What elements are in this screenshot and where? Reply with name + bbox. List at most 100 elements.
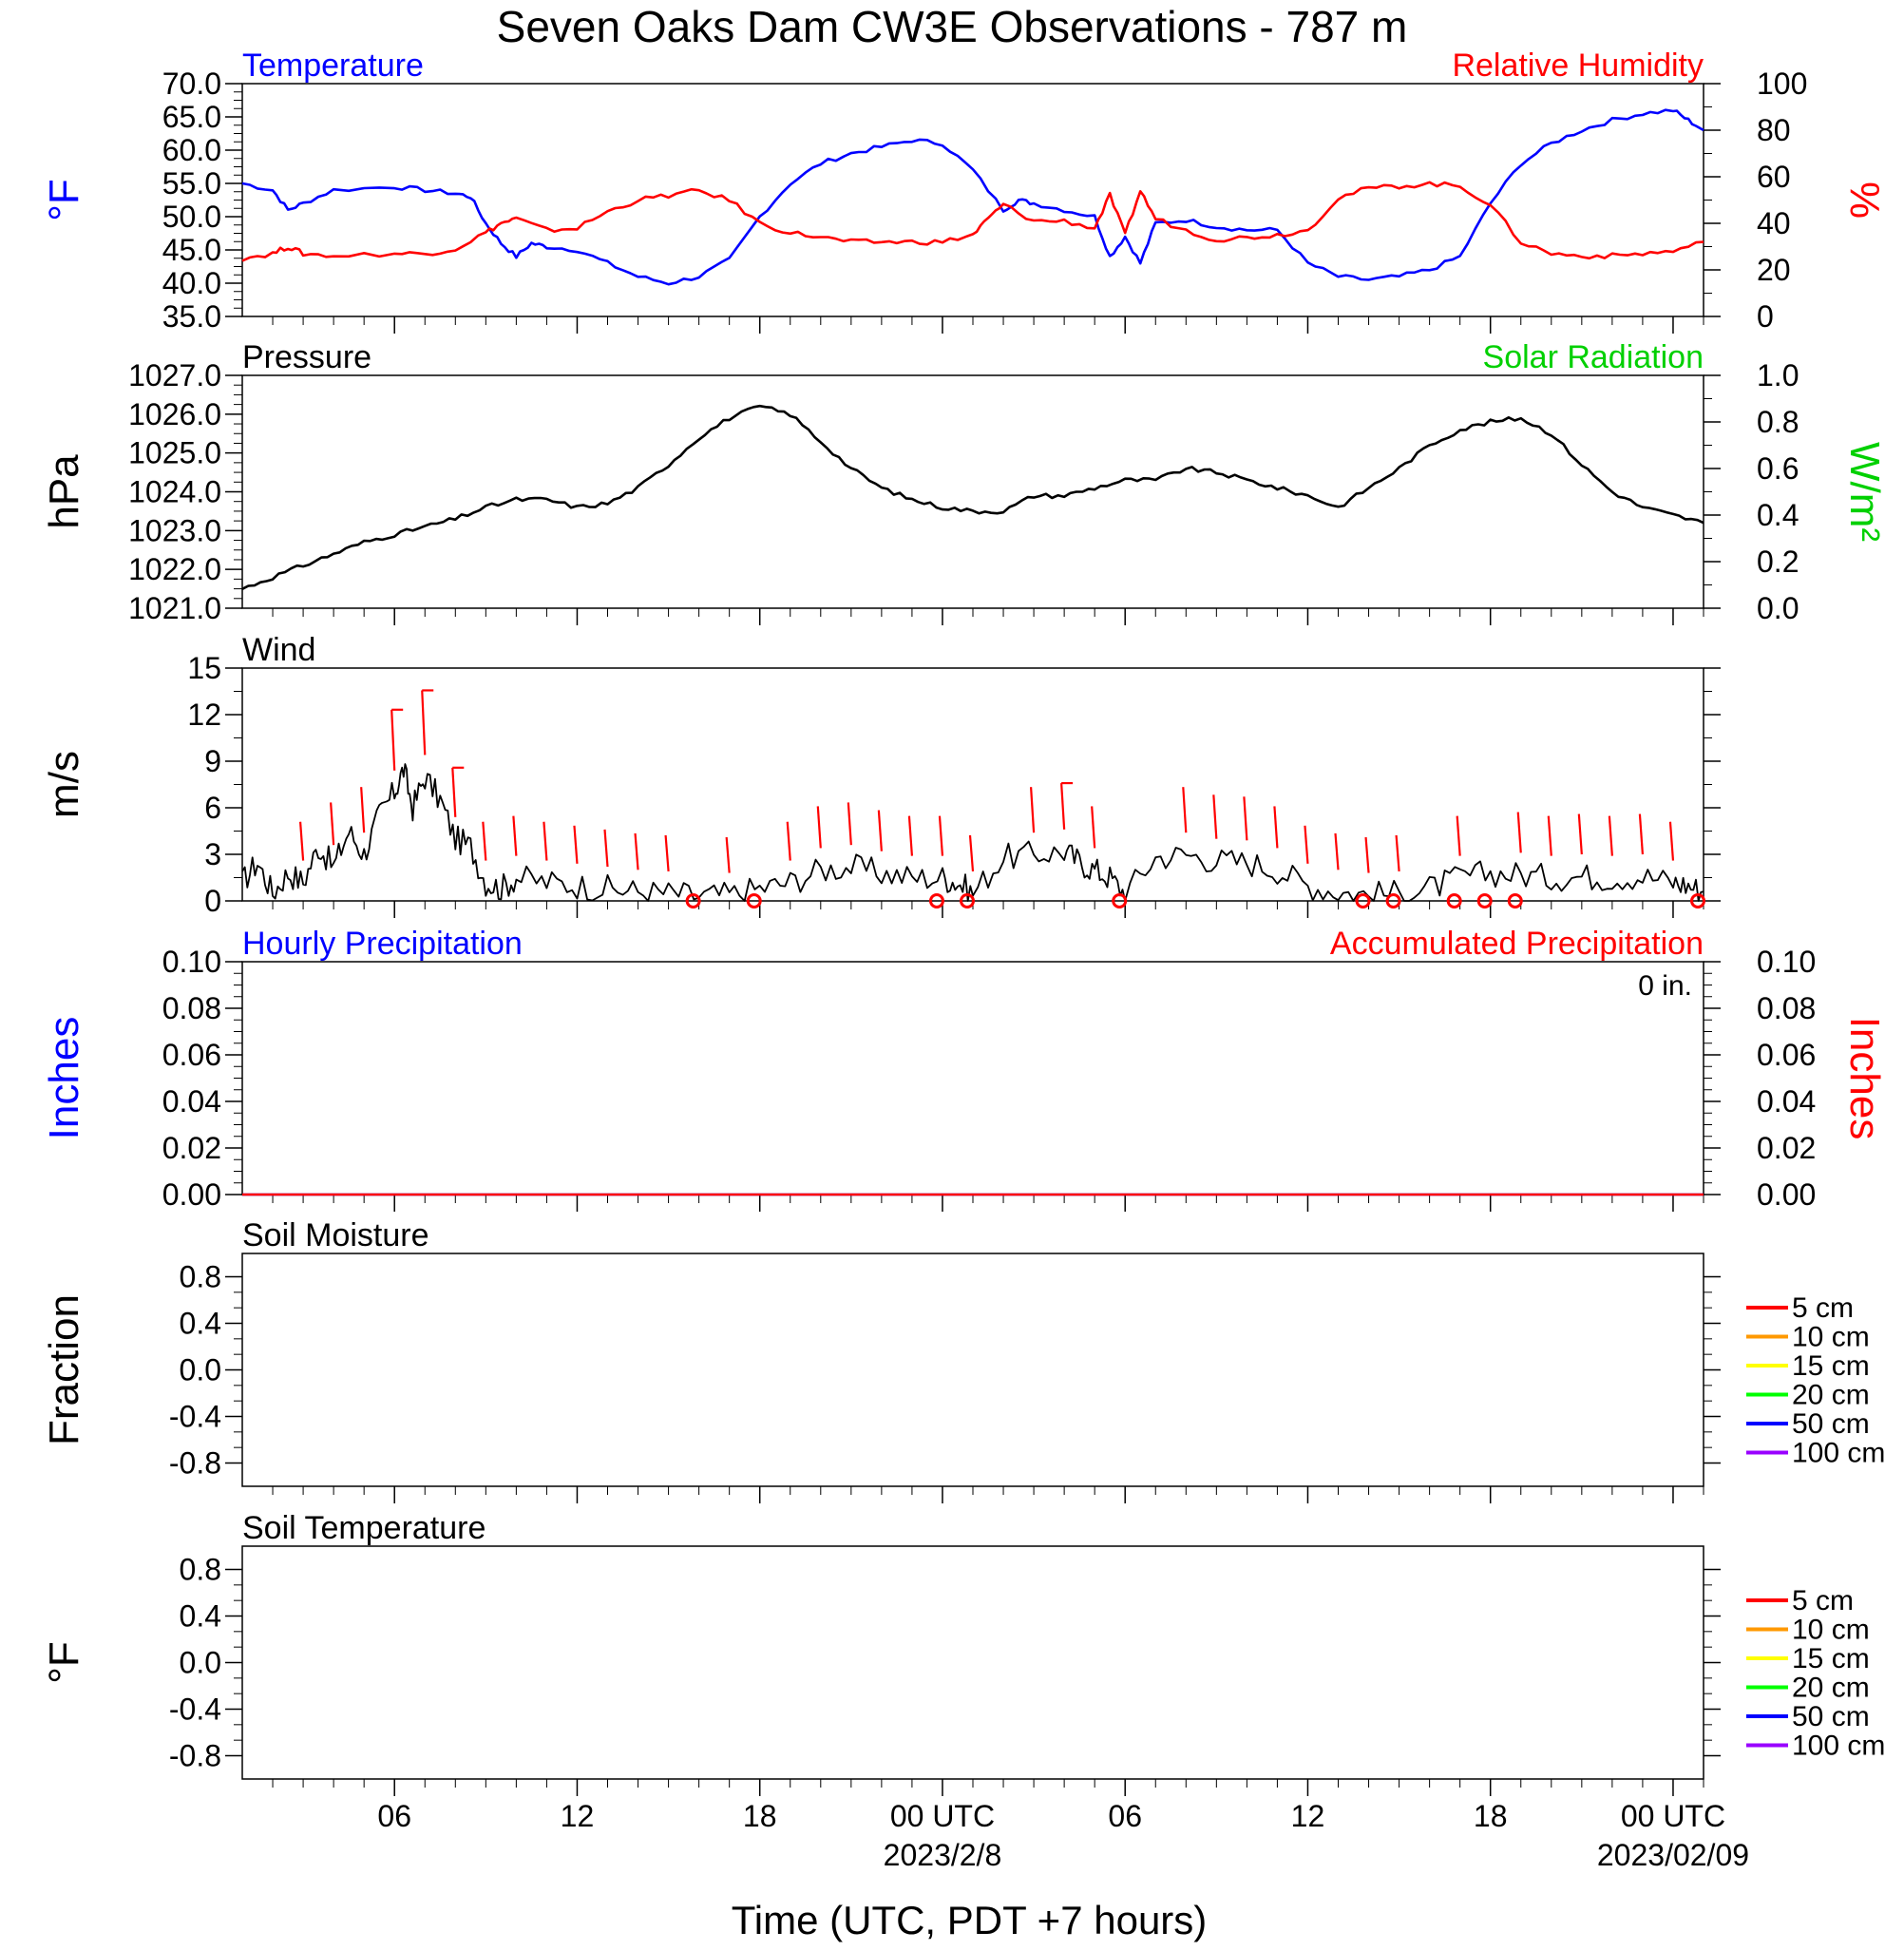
y-right-tick-label: 0 bbox=[1757, 299, 1774, 334]
wind-barb bbox=[1091, 806, 1096, 849]
plot-frame bbox=[241, 374, 1704, 609]
y-tick-label: 0.0 bbox=[180, 1353, 221, 1387]
y-right-tick-label: 0.6 bbox=[1757, 451, 1799, 486]
wind-barb bbox=[1456, 815, 1461, 856]
y-tick-label: 70.0 bbox=[162, 67, 221, 101]
legend-label: 100 cm bbox=[1792, 1438, 1885, 1469]
y-axis-title: °F bbox=[41, 1641, 87, 1683]
panel-title-left: Pressure bbox=[242, 339, 371, 375]
y-tick-label: -0.8 bbox=[169, 1739, 221, 1773]
y-axis-title: °F bbox=[41, 179, 87, 220]
x-tick-label: 06 bbox=[377, 1799, 411, 1833]
panel-title-left: Wind bbox=[242, 632, 315, 668]
wind-barb bbox=[1182, 787, 1188, 833]
y-right-tick-label: 0.4 bbox=[1757, 498, 1799, 532]
wind-barb bbox=[968, 834, 975, 872]
y-tick-label: 1025.0 bbox=[128, 436, 221, 470]
y-tick-label: 9 bbox=[204, 744, 221, 778]
panel-title-left: Temperature bbox=[242, 48, 424, 84]
y-tick-label: 0.10 bbox=[162, 945, 221, 979]
calm-wind-marker bbox=[685, 893, 701, 909]
x-axis-title: Time (UTC, PDT +7 hours) bbox=[732, 1898, 1208, 1942]
wind-barb bbox=[1638, 813, 1645, 855]
y-right-tick-label: 20 bbox=[1757, 253, 1791, 287]
wind-barb bbox=[360, 787, 366, 833]
calm-wind-marker bbox=[1385, 893, 1401, 909]
legend-label: 20 cm bbox=[1792, 1380, 1870, 1411]
legend-label: 20 cm bbox=[1792, 1673, 1870, 1704]
wind-barb bbox=[1364, 836, 1370, 873]
wind-barb bbox=[877, 810, 883, 851]
calm-wind-marker bbox=[928, 893, 944, 909]
x-tick-label: 12 bbox=[1291, 1799, 1325, 1833]
y-tick-label: 0.8 bbox=[180, 1553, 221, 1587]
y-right-tick-label: 0.06 bbox=[1757, 1038, 1816, 1072]
wind-barb bbox=[1547, 815, 1552, 856]
calm-wind-marker bbox=[746, 893, 762, 909]
accumulation-annotation: 0 in. bbox=[1638, 970, 1692, 1002]
wind-barb bbox=[1334, 832, 1340, 870]
wind-barb bbox=[390, 709, 396, 771]
y-tick-label: 0.04 bbox=[162, 1084, 221, 1119]
panels: 35.040.045.050.055.060.065.070.002040608… bbox=[41, 48, 1888, 1796]
y-tick-label: 1024.0 bbox=[128, 475, 221, 509]
panel-pressure: 1021.0 1022.0 1023.0 1024.0 1025.0 1026.0 1027… bbox=[41, 339, 1888, 625]
legend-label: 15 cm bbox=[1792, 1350, 1870, 1382]
y-tick-label: 65.0 bbox=[162, 100, 221, 134]
legend-label: 50 cm bbox=[1792, 1408, 1870, 1440]
y-right-tick-label: 80 bbox=[1757, 113, 1791, 147]
legend-label: 15 cm bbox=[1792, 1643, 1870, 1674]
series-wind bbox=[241, 763, 1704, 902]
y-right-tick-label: 0.00 bbox=[1757, 1177, 1816, 1212]
calm-wind-marker bbox=[1355, 893, 1371, 909]
y-tick-label: 6 bbox=[204, 791, 221, 825]
wind-barb bbox=[1668, 821, 1675, 861]
wind-barb bbox=[451, 767, 457, 817]
x-tick-label: 18 bbox=[1474, 1799, 1508, 1833]
y-tick-label: 0.08 bbox=[162, 991, 221, 1025]
wind-barb bbox=[482, 821, 487, 861]
series-temperature bbox=[241, 108, 1704, 286]
panel-title-left: Soil Temperature bbox=[242, 1510, 486, 1546]
panel-temperature-rh: 35.040.045.050.055.060.065.070.0 0 20 40 60 8… bbox=[41, 48, 1888, 334]
y-right-tick-label: 0.8 bbox=[1757, 405, 1799, 439]
y-right-tick-label: 0.04 bbox=[1757, 1084, 1816, 1119]
wind-barb bbox=[543, 821, 548, 861]
y-axis-title: Inches bbox=[41, 1017, 87, 1140]
y-right-tick-label: 0.02 bbox=[1757, 1131, 1816, 1165]
legend-label: 5 cm bbox=[1792, 1292, 1854, 1324]
y-right-tick-label: 0.08 bbox=[1757, 991, 1816, 1025]
panel-title-right: Relative Humidity bbox=[1452, 48, 1704, 84]
wind-barb bbox=[1060, 782, 1066, 830]
y-tick-label: 45.0 bbox=[162, 233, 221, 267]
plot-frame bbox=[241, 83, 1704, 317]
wind-barb bbox=[786, 821, 791, 861]
x-date-label: 2023/02/09 bbox=[1597, 1838, 1749, 1872]
y-tick-label: 50.0 bbox=[162, 200, 221, 234]
y-tick-label: -0.4 bbox=[169, 1693, 221, 1727]
legend-label: 5 cm bbox=[1792, 1585, 1854, 1616]
wind-barb bbox=[725, 836, 731, 873]
y-tick-label: 0.02 bbox=[162, 1131, 221, 1165]
legend-label: 10 cm bbox=[1792, 1615, 1870, 1646]
plot-frame bbox=[241, 1253, 1704, 1487]
panel-title-left: Soil Moisture bbox=[242, 1217, 429, 1253]
chart-title: Seven Oaks Dam CW3E Observations - 787 m bbox=[497, 2, 1408, 51]
y-tick-label: 60.0 bbox=[162, 133, 221, 167]
wind-barb bbox=[573, 825, 579, 864]
x-date-label: 2023/2/8 bbox=[884, 1838, 1002, 1872]
series-relative-humidity bbox=[241, 181, 1704, 262]
wind-barb bbox=[512, 815, 518, 856]
y-tick-label: 0.8 bbox=[180, 1260, 221, 1294]
y-tick-label: 35.0 bbox=[162, 299, 221, 334]
panel-precipitation: 0.00 0.02 0.04 0.06 0.08 0.10 0.00 0.02 0.04 0.06… bbox=[41, 926, 1888, 1212]
y-tick-label: 1026.0 bbox=[128, 397, 221, 431]
y-right-axis-title: Inches bbox=[1841, 1017, 1888, 1140]
wind-barb bbox=[938, 815, 944, 856]
y-tick-label: -0.8 bbox=[169, 1446, 221, 1481]
y-right-tick-label: 0.0 bbox=[1757, 591, 1799, 625]
y-tick-label: 1022.0 bbox=[128, 552, 221, 586]
y-right-tick-label: 40 bbox=[1757, 206, 1791, 240]
y-tick-label: 0.4 bbox=[180, 1307, 221, 1341]
calm-wind-marker bbox=[1507, 893, 1523, 909]
